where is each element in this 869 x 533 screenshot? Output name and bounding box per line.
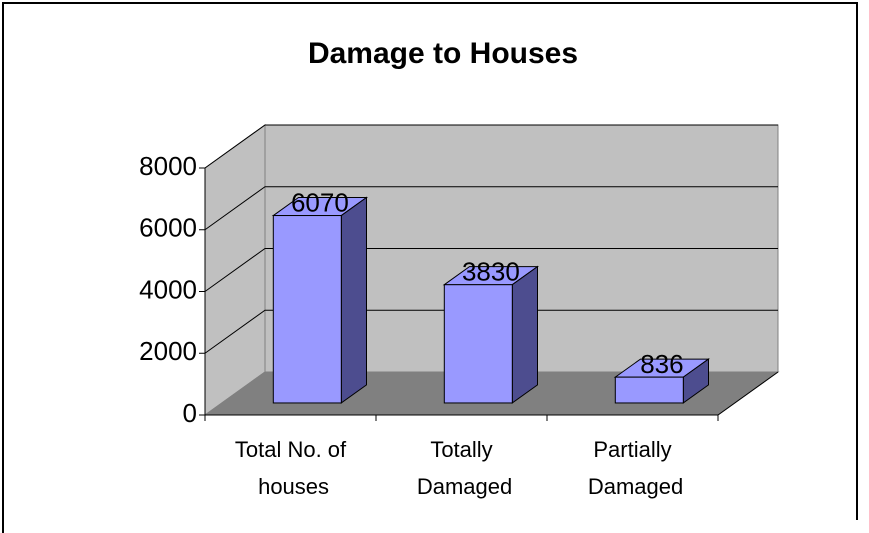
x-tick-label: Totally Damaged bbox=[411, 437, 513, 499]
bar-side bbox=[340, 196, 367, 404]
y-tick-label: 8000 bbox=[139, 151, 197, 181]
chart-title: Damage to Houses bbox=[308, 37, 578, 70]
data-label: 6070 bbox=[291, 187, 349, 217]
x-tick-label: Total No. of houses bbox=[235, 437, 347, 499]
bar bbox=[614, 376, 684, 404]
x-axis-depth bbox=[717, 371, 779, 416]
y-tick-label: 0 bbox=[183, 398, 197, 428]
y-tick-label: 6000 bbox=[139, 213, 197, 243]
bar bbox=[272, 215, 342, 404]
y-tick-label: 4000 bbox=[139, 274, 197, 304]
bar bbox=[443, 284, 513, 404]
grid-line bbox=[204, 186, 778, 231]
x-tick-label: Partially Damaged bbox=[582, 437, 684, 499]
grid-line bbox=[204, 124, 778, 169]
y-tick-label: 2000 bbox=[139, 336, 197, 366]
grid-line bbox=[204, 248, 778, 292]
grid-line bbox=[204, 309, 778, 354]
data-label: 3830 bbox=[462, 257, 520, 287]
bar-side bbox=[511, 265, 538, 404]
data-label: 836 bbox=[640, 349, 683, 379]
